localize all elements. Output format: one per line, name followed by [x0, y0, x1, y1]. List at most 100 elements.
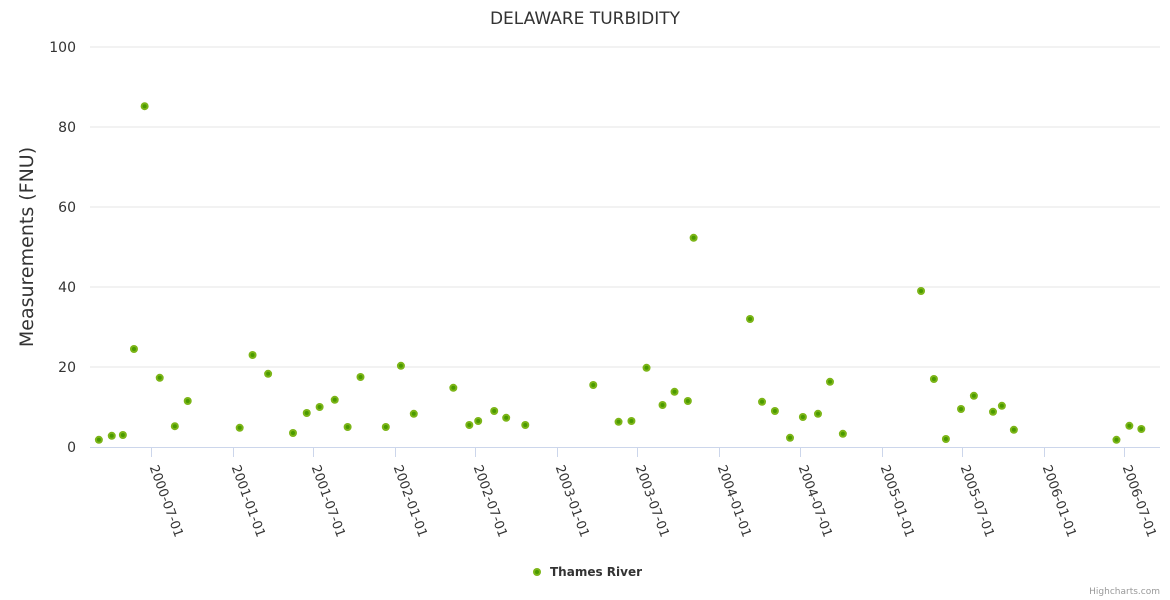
- data-point-center: [591, 383, 596, 387]
- data-point-center: [523, 423, 528, 427]
- data-point-center: [685, 399, 690, 403]
- y-tick-label: 40: [58, 280, 76, 296]
- y-tick-label: 60: [58, 200, 76, 216]
- data-point[interactable]: [107, 431, 116, 440]
- data-point-center: [332, 397, 337, 402]
- data-point-center: [760, 399, 765, 404]
- data-point[interactable]: [140, 102, 149, 111]
- data-point-center: [931, 377, 936, 381]
- y-tick-label: 100: [49, 40, 76, 56]
- data-point-center: [250, 353, 255, 357]
- y-axis-title: Measurements (FNU): [16, 147, 38, 347]
- data-point[interactable]: [642, 363, 651, 372]
- data-point[interactable]: [746, 315, 755, 323]
- data-point[interactable]: [813, 409, 822, 418]
- x-tick-label: 2006-01-01: [1039, 463, 1079, 539]
- data-point[interactable]: [315, 403, 324, 411]
- data-point-center: [185, 399, 190, 403]
- data-point[interactable]: [118, 431, 127, 439]
- data-point-center: [1114, 437, 1119, 442]
- data-point[interactable]: [838, 429, 847, 438]
- data-point[interactable]: [381, 423, 390, 431]
- data-point[interactable]: [170, 422, 179, 431]
- data-point-center: [660, 403, 665, 407]
- data-point[interactable]: [798, 413, 807, 421]
- x-tick-label: 2002-07-01: [470, 463, 510, 539]
- data-point[interactable]: [396, 361, 405, 370]
- data-point[interactable]: [1125, 421, 1134, 430]
- data-point[interactable]: [521, 421, 530, 429]
- data-point-center: [672, 389, 677, 394]
- data-point[interactable]: [302, 409, 311, 417]
- data-point-center: [131, 347, 136, 351]
- data-point[interactable]: [1009, 425, 1018, 434]
- data-point[interactable]: [465, 421, 474, 429]
- data-point[interactable]: [825, 377, 834, 386]
- data-point[interactable]: [627, 417, 636, 425]
- x-tick-label: 2001-01-01: [228, 463, 268, 539]
- data-point[interactable]: [941, 435, 950, 443]
- data-point[interactable]: [988, 407, 997, 416]
- legend[interactable]: Thames River: [533, 565, 642, 579]
- data-point[interactable]: [183, 397, 192, 405]
- data-point-center: [943, 437, 948, 441]
- series-thames-river[interactable]: [94, 102, 1146, 444]
- y-tick-label: 0: [67, 440, 76, 456]
- data-point[interactable]: [997, 401, 1006, 410]
- data-point-center: [990, 409, 995, 414]
- data-point[interactable]: [589, 381, 598, 389]
- data-point[interactable]: [1137, 425, 1146, 433]
- data-point[interactable]: [786, 433, 795, 442]
- data-point[interactable]: [248, 351, 257, 359]
- legend-item-thames-river[interactable]: Thames River: [550, 565, 642, 579]
- data-point-center: [616, 419, 621, 424]
- data-point-center: [398, 363, 403, 368]
- x-tick-label: 2006-07-01: [1119, 463, 1159, 539]
- data-point[interactable]: [683, 397, 692, 405]
- data-point[interactable]: [474, 417, 483, 425]
- data-point[interactable]: [969, 391, 978, 400]
- data-point[interactable]: [502, 413, 511, 422]
- data-point[interactable]: [689, 233, 698, 242]
- x-tick-label: 2004-07-01: [795, 463, 835, 539]
- data-point[interactable]: [1112, 435, 1121, 444]
- data-point-center: [629, 419, 634, 423]
- x-axis-ticks: 2000-07-01 2001-01-01 2001-07-01 2002-01-01…: [146, 447, 1159, 539]
- data-point-center: [504, 415, 509, 420]
- data-point-center: [644, 365, 649, 370]
- data-point-center: [304, 411, 309, 415]
- data-point[interactable]: [917, 287, 926, 295]
- data-point[interactable]: [614, 417, 623, 426]
- data-point[interactable]: [330, 395, 339, 404]
- data-point-center: [237, 425, 242, 430]
- data-point[interactable]: [155, 373, 164, 382]
- data-point[interactable]: [94, 435, 103, 444]
- data-point[interactable]: [235, 423, 244, 432]
- data-point[interactable]: [490, 407, 499, 415]
- data-point[interactable]: [957, 405, 966, 413]
- data-point[interactable]: [758, 397, 767, 406]
- credits-link[interactable]: Highcharts.com: [1089, 587, 1160, 597]
- data-point[interactable]: [658, 401, 667, 409]
- data-point[interactable]: [929, 375, 938, 383]
- data-point-center: [492, 409, 497, 413]
- y-axis-ticks: 0 20 40 60 80 100: [49, 40, 76, 456]
- data-point-center: [1127, 423, 1132, 428]
- data-point[interactable]: [288, 429, 297, 437]
- data-point-center: [1139, 427, 1144, 431]
- data-point[interactable]: [343, 423, 352, 431]
- data-point[interactable]: [356, 373, 365, 381]
- data-point-center: [772, 409, 777, 413]
- data-point-center: [290, 431, 295, 435]
- data-point[interactable]: [770, 407, 779, 415]
- data-point[interactable]: [670, 387, 679, 396]
- data-point-center: [1011, 427, 1016, 432]
- data-point-center: [827, 379, 832, 384]
- data-point[interactable]: [129, 345, 138, 353]
- data-point[interactable]: [449, 383, 458, 392]
- data-point[interactable]: [264, 369, 273, 378]
- data-point-center: [96, 437, 101, 442]
- data-point-center: [788, 435, 793, 440]
- data-point[interactable]: [409, 409, 418, 418]
